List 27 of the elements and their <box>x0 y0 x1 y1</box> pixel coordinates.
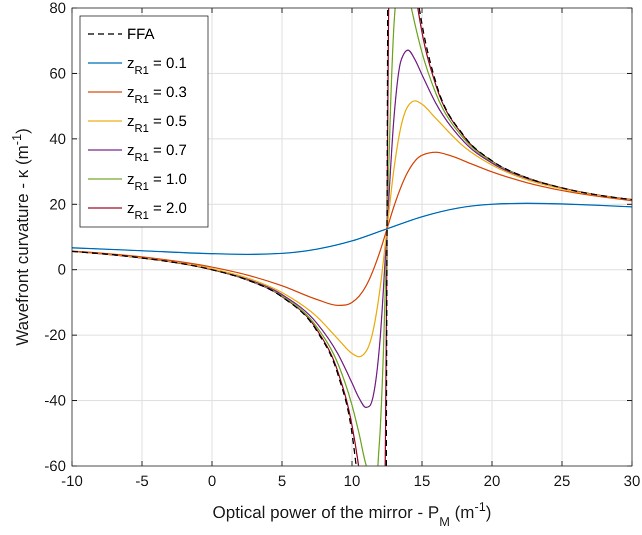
x-tick-label: -10 <box>61 473 83 490</box>
y-tick-label: -40 <box>44 392 66 410</box>
line-series <box>72 50 632 408</box>
x-tick-label: 5 <box>278 473 286 490</box>
x-tick-label: 30 <box>624 473 640 490</box>
y-tick-label: 0 <box>58 262 66 279</box>
legend-label: z$_{R1}$ = 0.7 <box>127 142 187 164</box>
y-tick-label: -60 <box>44 458 66 475</box>
y-tick-label: 60 <box>49 65 66 82</box>
y-tick-label: 40 <box>49 130 66 148</box>
x-axis-title: Optical power of the mirror - P$_{M}$ (m$^{-1}$) <box>212 498 492 528</box>
legend-label: z$_{R1}$ = 0.3 <box>127 84 187 106</box>
legend-label: FFA <box>127 26 155 43</box>
line-series <box>72 202 632 255</box>
legend-label: z$_{R1}$ = 2.0 <box>127 200 187 222</box>
x-tick-label: 10 <box>344 473 360 490</box>
legend-label: z$_{R1}$ = 0.1 <box>127 55 187 77</box>
x-tick-label: -5 <box>135 473 149 490</box>
legend-label: z$_{R1}$ = 0.5 <box>127 113 187 135</box>
y-tick-label: 20 <box>49 196 66 214</box>
x-tick-label: 15 <box>414 473 430 490</box>
legend-label: z$_{R1}$ = 1.0 <box>127 171 187 193</box>
y-tick-label: 80 <box>49 0 66 17</box>
y-tick-label: -20 <box>44 327 66 344</box>
x-tick-label: 0 <box>208 473 216 490</box>
x-tick-label: 20 <box>484 473 500 490</box>
x-tick-label: 25 <box>554 473 570 490</box>
